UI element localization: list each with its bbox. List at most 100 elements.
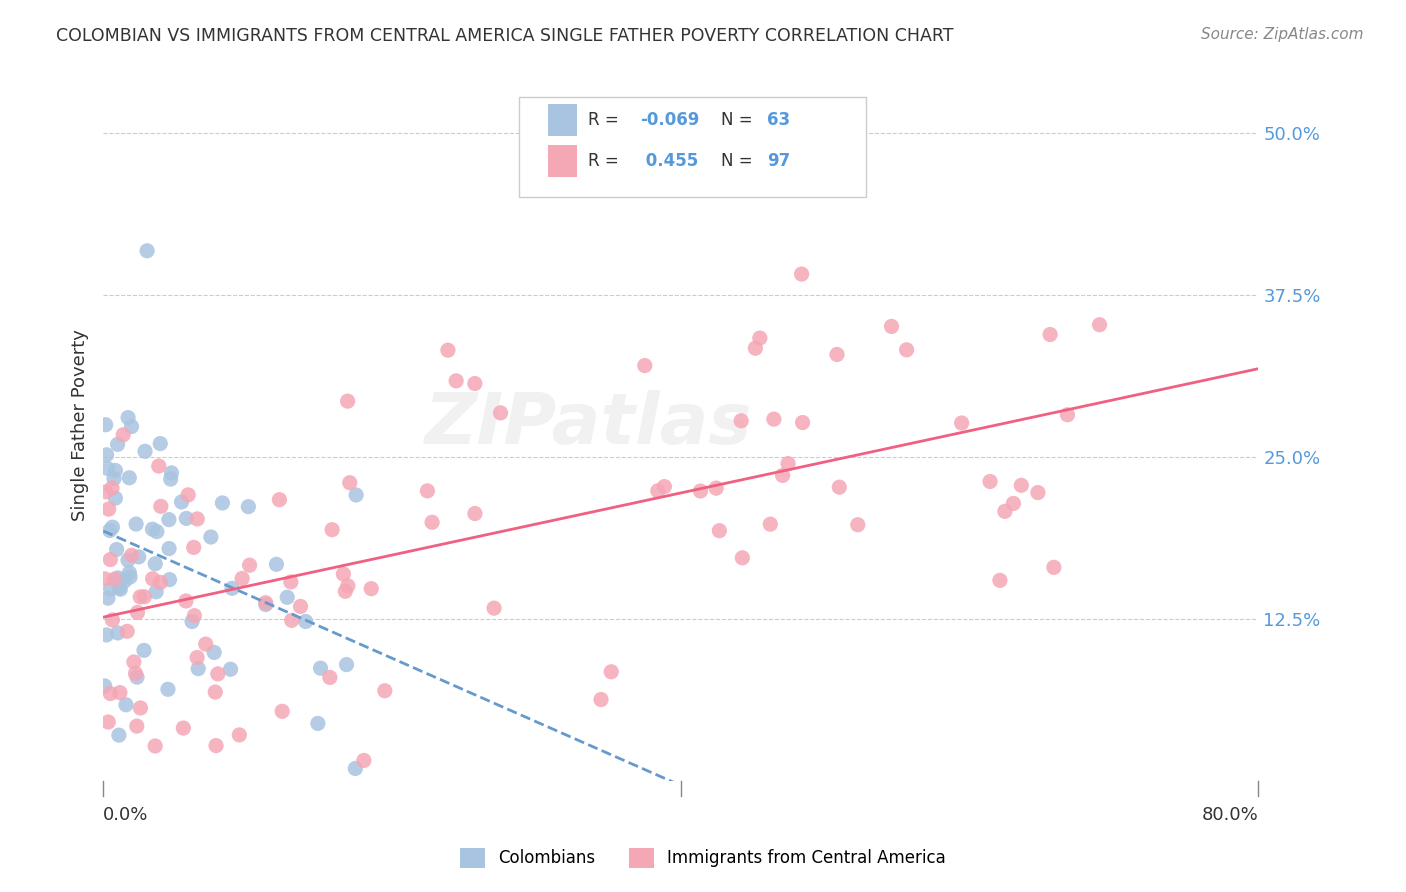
Point <box>127 606 149 620</box>
Point <box>174 594 197 608</box>
Point <box>280 574 302 589</box>
Text: -0.069: -0.069 <box>640 111 700 128</box>
Point <box>141 522 163 536</box>
Point <box>93 572 115 586</box>
Point <box>122 655 145 669</box>
Point <box>121 419 143 434</box>
Point <box>988 574 1011 588</box>
Point <box>160 466 183 480</box>
Point <box>149 500 172 514</box>
Point <box>146 524 169 539</box>
Point <box>204 685 226 699</box>
Point <box>207 666 229 681</box>
Point <box>332 567 354 582</box>
Point <box>344 762 367 776</box>
Point <box>360 582 382 596</box>
Point <box>238 500 260 514</box>
Point <box>344 488 367 502</box>
Point <box>772 468 794 483</box>
Point <box>194 637 217 651</box>
Point <box>482 601 505 615</box>
Point <box>98 524 121 538</box>
Point <box>828 480 851 494</box>
Point <box>1088 318 1111 332</box>
Point <box>880 319 903 334</box>
Point <box>825 347 848 361</box>
Point <box>186 512 208 526</box>
Point <box>159 472 181 486</box>
Point <box>1002 496 1025 510</box>
Point <box>104 463 127 477</box>
Text: N =: N = <box>721 111 758 128</box>
Point <box>589 692 612 706</box>
Point <box>110 582 132 596</box>
Point <box>183 541 205 555</box>
Point <box>744 341 766 355</box>
Point <box>335 657 357 672</box>
Point <box>979 475 1001 489</box>
Point <box>339 475 361 490</box>
Point <box>444 374 467 388</box>
Point <box>271 704 294 718</box>
Point <box>149 436 172 450</box>
Point <box>118 471 141 485</box>
Point <box>239 558 262 573</box>
Point <box>186 650 208 665</box>
Point <box>704 481 727 495</box>
Text: ZIPatlas: ZIPatlas <box>425 391 752 459</box>
Point <box>101 613 124 627</box>
Point <box>117 410 139 425</box>
Point <box>307 716 329 731</box>
Point <box>132 643 155 657</box>
Point <box>101 481 124 495</box>
Point <box>336 579 359 593</box>
FancyBboxPatch shape <box>548 104 576 136</box>
Point <box>107 437 129 451</box>
Point <box>107 571 129 585</box>
Point <box>792 416 814 430</box>
Point <box>143 739 166 753</box>
Point <box>228 728 250 742</box>
Point <box>100 582 122 596</box>
Point <box>846 517 869 532</box>
Point <box>336 394 359 409</box>
Point <box>105 542 128 557</box>
Point <box>790 267 813 281</box>
Point <box>177 488 200 502</box>
Point <box>118 566 141 580</box>
Point <box>93 679 115 693</box>
Point <box>211 496 233 510</box>
Point <box>319 670 342 684</box>
Point <box>148 458 170 473</box>
Point <box>254 598 277 612</box>
Point <box>97 591 120 606</box>
Point <box>420 516 443 530</box>
Point <box>98 552 121 566</box>
Point <box>114 574 136 588</box>
Point <box>134 444 156 458</box>
Point <box>202 645 225 659</box>
Point <box>157 541 180 556</box>
Point <box>103 572 125 586</box>
Point <box>748 331 770 345</box>
Point <box>294 615 316 629</box>
Point <box>1039 327 1062 342</box>
Point <box>276 591 298 605</box>
Text: 63: 63 <box>768 111 790 128</box>
Point <box>115 624 138 639</box>
Point <box>108 728 131 742</box>
Point <box>94 417 117 432</box>
Point <box>1010 478 1032 492</box>
Point <box>994 504 1017 518</box>
Point <box>101 520 124 534</box>
Point <box>950 416 973 430</box>
Point <box>125 670 148 684</box>
Point <box>187 662 209 676</box>
Point <box>778 457 800 471</box>
Point <box>107 626 129 640</box>
Point <box>205 739 228 753</box>
Text: COLOMBIAN VS IMMIGRANTS FROM CENTRAL AMERICA SINGLE FATHER POVERTY CORRELATION C: COLOMBIAN VS IMMIGRANTS FROM CENTRAL AME… <box>56 27 953 45</box>
Point <box>231 571 253 585</box>
Point <box>157 513 180 527</box>
Point <box>108 581 131 595</box>
